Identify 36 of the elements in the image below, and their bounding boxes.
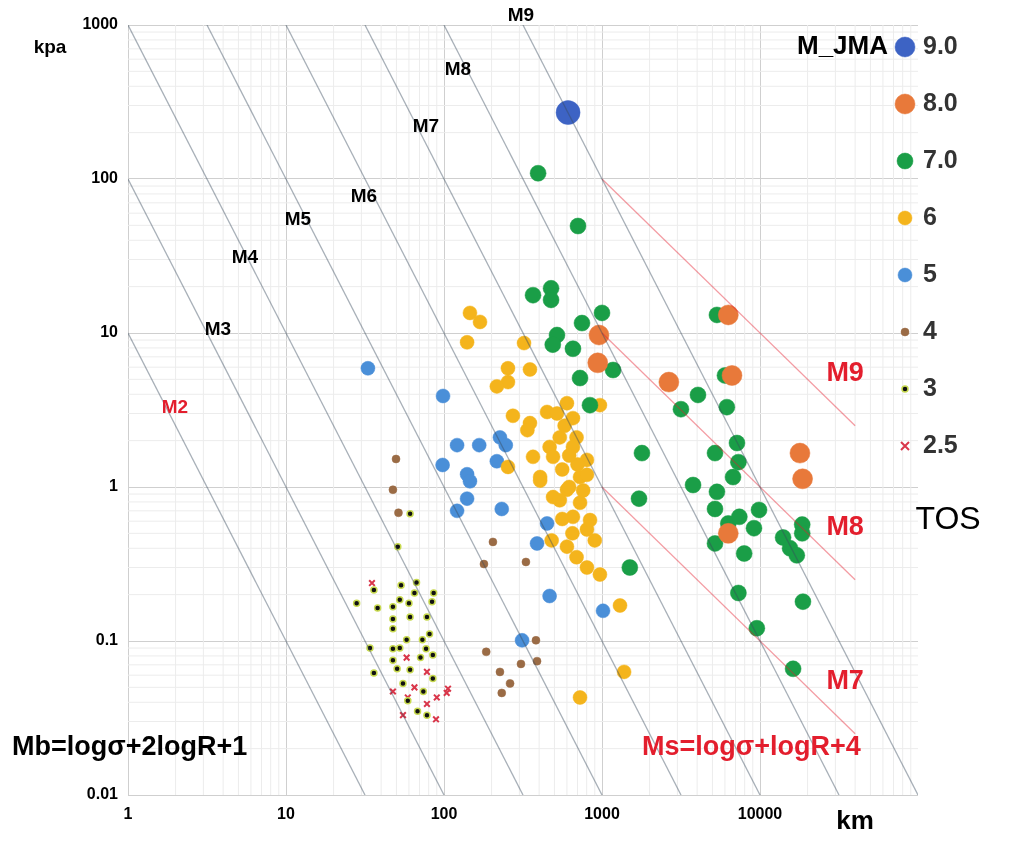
x-tick-label: 10000 bbox=[737, 805, 783, 823]
annotation: TOS bbox=[915, 499, 981, 536]
annotation: Ms=logσ+logR+4 bbox=[642, 731, 861, 762]
y-tick-label: 1000 bbox=[82, 15, 119, 33]
annotation: M7 bbox=[412, 115, 440, 137]
x-axis-title: km bbox=[836, 805, 874, 836]
y-tick-label: 0.01 bbox=[86, 785, 119, 803]
y-tick-label: 100 bbox=[91, 169, 119, 187]
legend-label: 7.0 bbox=[923, 144, 958, 173]
annotation: M9 bbox=[507, 4, 535, 26]
annotation: M4 bbox=[231, 246, 259, 268]
annotation: Mb=logσ+2logR+1 bbox=[12, 731, 248, 762]
legend-label: 5 bbox=[923, 258, 937, 287]
legend-title: M_JMA bbox=[796, 30, 889, 61]
x-tick-label: 100 bbox=[430, 805, 458, 823]
legend-label: 3 bbox=[923, 372, 937, 401]
series-label: M8 bbox=[826, 511, 864, 542]
annotation: M5 bbox=[284, 208, 312, 230]
x-tick-label: 1 bbox=[123, 805, 133, 823]
series-label: M9 bbox=[826, 357, 864, 388]
legend-label: 6 bbox=[923, 201, 937, 230]
legend-label: 2.5 bbox=[923, 429, 958, 458]
y-tick-label: 1 bbox=[109, 477, 119, 495]
annotation: M3 bbox=[204, 318, 232, 340]
annotation: M2 bbox=[161, 396, 189, 418]
y-axis-title: kpa bbox=[33, 36, 67, 58]
x-tick-label: 1000 bbox=[584, 805, 620, 823]
legend-label: 4 bbox=[923, 315, 937, 344]
legend-label: 8.0 bbox=[923, 87, 958, 116]
legend-label: 9.0 bbox=[923, 30, 958, 59]
series-label: M7 bbox=[826, 665, 864, 696]
annotation: M6 bbox=[350, 185, 378, 207]
annotation: M8 bbox=[444, 58, 472, 80]
y-tick-label: 0.1 bbox=[95, 631, 119, 649]
y-tick-label: 10 bbox=[100, 323, 119, 341]
x-tick-label: 10 bbox=[277, 805, 295, 823]
